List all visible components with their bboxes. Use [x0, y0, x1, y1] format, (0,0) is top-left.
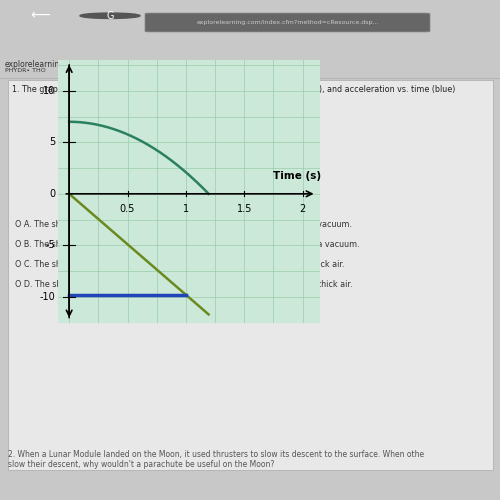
- FancyBboxPatch shape: [145, 13, 430, 32]
- Text: 0: 0: [49, 189, 55, 199]
- Text: 2: 2: [300, 204, 306, 214]
- Text: ⟵: ⟵: [30, 8, 50, 22]
- Text: O D. The shuttlecock began 3.5 meters above the ground, and fell through thick a: O D. The shuttlecock began 3.5 meters ab…: [15, 280, 352, 289]
- Text: 5: 5: [49, 138, 55, 147]
- Text: O C. The shuttlecock began 7 meters above the ground, and fell through thick air: O C. The shuttlecock began 7 meters abov…: [15, 260, 344, 269]
- Text: O B. The shuttlecock began 3.5 meters above the ground, and fell through a vacuu: O B. The shuttlecock began 3.5 meters ab…: [15, 240, 360, 249]
- Text: slow their descent, why wouldn't a parachute be useful on the Moon?: slow their descent, why wouldn't a parac…: [8, 460, 274, 469]
- Text: Time (s): Time (s): [274, 172, 322, 181]
- Text: 0.5: 0.5: [120, 204, 135, 214]
- Text: 1.5: 1.5: [236, 204, 252, 214]
- Text: -10: -10: [40, 292, 55, 302]
- Text: 2. When a Lunar Module landed on the Moon, it used thrusters to slow its descent: 2. When a Lunar Module landed on the Moo…: [8, 450, 424, 459]
- Text: explorelearning.com: explorelearning.com: [5, 60, 84, 69]
- Text: -5: -5: [46, 240, 55, 250]
- Text: 1: 1: [183, 204, 189, 214]
- Text: G: G: [106, 10, 114, 20]
- Text: explorelearning.com/index.cfm?method=cResource.dsp...: explorelearning.com/index.cfm?method=cRe…: [196, 20, 379, 25]
- Text: 1. The graphs below show the height vs. time (teal), velocity vs. time (green), : 1. The graphs below show the height vs. …: [12, 85, 456, 94]
- Circle shape: [80, 13, 140, 18]
- Text: PHYDR• THO: PHYDR• THO: [5, 68, 46, 73]
- Text: O A. The shuttlecock began 7 meters above the ground, and fell through a vacuum.: O A. The shuttlecock began 7 meters abov…: [15, 220, 352, 229]
- FancyBboxPatch shape: [8, 80, 493, 470]
- Text: 10: 10: [43, 86, 55, 96]
